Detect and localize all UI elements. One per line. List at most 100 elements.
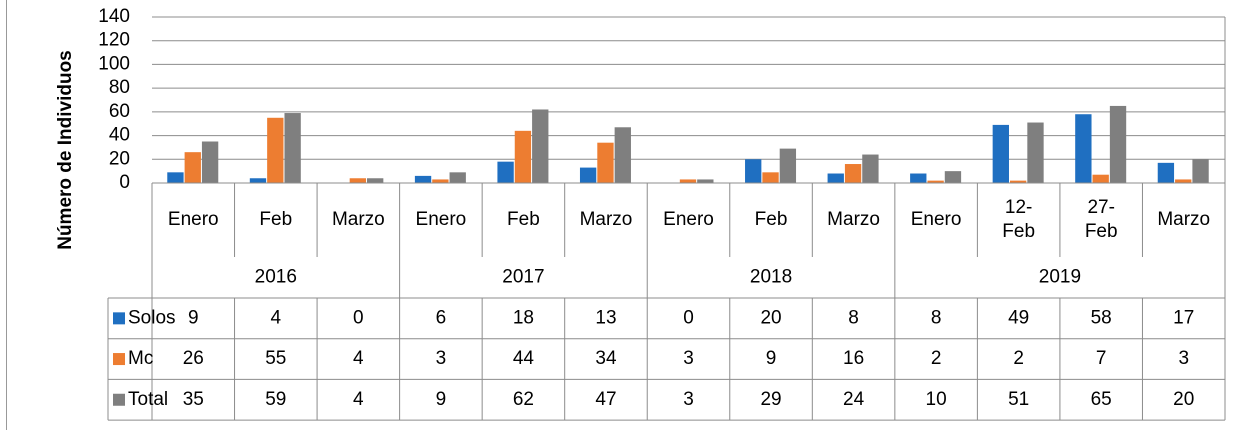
y-tick-label: 20 xyxy=(109,148,130,169)
table-value: 62 xyxy=(513,389,534,410)
table-value: 55 xyxy=(265,348,286,369)
table-value: 2 xyxy=(1013,348,1024,369)
bar xyxy=(1092,174,1109,183)
table-value: 9 xyxy=(188,307,199,328)
bar xyxy=(432,179,449,183)
group-label: 2017 xyxy=(502,267,544,288)
x-tick-label: Feb xyxy=(507,209,540,230)
table-value: 3 xyxy=(683,348,694,369)
table-value: 35 xyxy=(183,389,204,410)
legend-label: Mc xyxy=(128,348,153,369)
bar xyxy=(1009,180,1027,183)
table-value: 4 xyxy=(353,348,364,369)
table-value: 0 xyxy=(683,307,694,328)
table-value: 8 xyxy=(931,307,942,328)
table-value: 34 xyxy=(595,348,617,369)
bar xyxy=(167,172,184,183)
table-value: 2 xyxy=(931,348,942,369)
table-value: 3 xyxy=(683,389,694,410)
bar xyxy=(532,109,549,183)
bar xyxy=(1027,122,1044,183)
table-value: 8 xyxy=(848,307,859,328)
table-value: 13 xyxy=(595,307,616,328)
bar xyxy=(349,178,367,183)
table-value: 18 xyxy=(513,307,534,328)
bar xyxy=(497,161,514,183)
bar xyxy=(249,178,267,183)
y-tick-label: 120 xyxy=(98,30,130,51)
table-value: 7 xyxy=(1096,348,1107,369)
y-tick-label: 40 xyxy=(109,125,130,146)
x-tick-label: Enero xyxy=(168,209,219,230)
bar xyxy=(697,179,714,183)
bar xyxy=(614,127,631,183)
y-axis-title: Número de Individuos xyxy=(55,50,76,250)
bar xyxy=(579,167,597,183)
table-value: 58 xyxy=(1091,307,1112,328)
table-value: 26 xyxy=(183,348,204,369)
y-tick-label: 80 xyxy=(109,77,130,98)
table-value: 3 xyxy=(1178,348,1189,369)
x-tick-label: Feb xyxy=(259,209,292,230)
table-value: 44 xyxy=(513,348,535,369)
bar xyxy=(514,130,532,183)
table-value: 51 xyxy=(1008,389,1029,410)
legend-label: Solos xyxy=(128,307,176,328)
x-tick-label: Enero xyxy=(416,209,467,230)
x-tick-label: Marzo xyxy=(332,209,385,230)
y-tick-label: 0 xyxy=(119,172,130,193)
bar xyxy=(844,164,862,183)
bar xyxy=(1192,159,1209,183)
bar xyxy=(779,148,797,183)
bar xyxy=(1075,114,1092,183)
bar xyxy=(284,113,301,183)
legend-swatch xyxy=(113,393,125,406)
bar xyxy=(1175,179,1192,183)
table-value: 3 xyxy=(436,348,447,369)
table-value: 24 xyxy=(843,389,865,410)
table-value: 10 xyxy=(926,389,947,410)
table-value: 16 xyxy=(843,348,864,369)
x-tick-label: 27-Feb xyxy=(1085,197,1118,242)
y-tick-label: 60 xyxy=(109,101,130,122)
bar xyxy=(449,172,466,183)
bar xyxy=(992,124,1009,183)
x-tick-label: Marzo xyxy=(1157,209,1210,230)
group-label: 2019 xyxy=(1039,267,1081,288)
table-value: 0 xyxy=(353,307,364,328)
legend-swatch xyxy=(113,312,125,325)
table-value: 47 xyxy=(595,389,616,410)
bar xyxy=(597,142,614,183)
table-value: 20 xyxy=(1173,389,1194,410)
table-value: 9 xyxy=(766,348,777,369)
bar xyxy=(184,152,201,183)
bar xyxy=(679,179,697,183)
table-value: 29 xyxy=(760,389,781,410)
group-label: 2016 xyxy=(255,267,297,288)
x-tick-label: Marzo xyxy=(580,209,633,230)
legend-label: Total xyxy=(128,389,168,410)
table-value: 17 xyxy=(1173,307,1194,328)
y-tick-label: 140 xyxy=(98,6,130,27)
x-tick-label: 12-Feb xyxy=(1002,197,1035,242)
table-value: 4 xyxy=(353,389,364,410)
bar xyxy=(745,159,762,183)
x-tick-label: Feb xyxy=(755,209,788,230)
bar xyxy=(862,154,879,183)
x-tick-label: Enero xyxy=(663,209,714,230)
bar xyxy=(1157,162,1175,183)
bar xyxy=(944,171,962,183)
table-value: 65 xyxy=(1091,389,1112,410)
bar xyxy=(1109,105,1127,183)
group-label: 2018 xyxy=(750,267,792,288)
bar xyxy=(910,173,927,183)
bar xyxy=(927,180,944,183)
y-tick-label: 100 xyxy=(98,53,130,74)
table-value: 59 xyxy=(265,389,286,410)
table-value: 20 xyxy=(760,307,781,328)
legend-swatch xyxy=(113,353,125,366)
x-tick-label: Enero xyxy=(911,209,962,230)
table-value: 6 xyxy=(436,307,447,328)
bar xyxy=(414,175,432,183)
